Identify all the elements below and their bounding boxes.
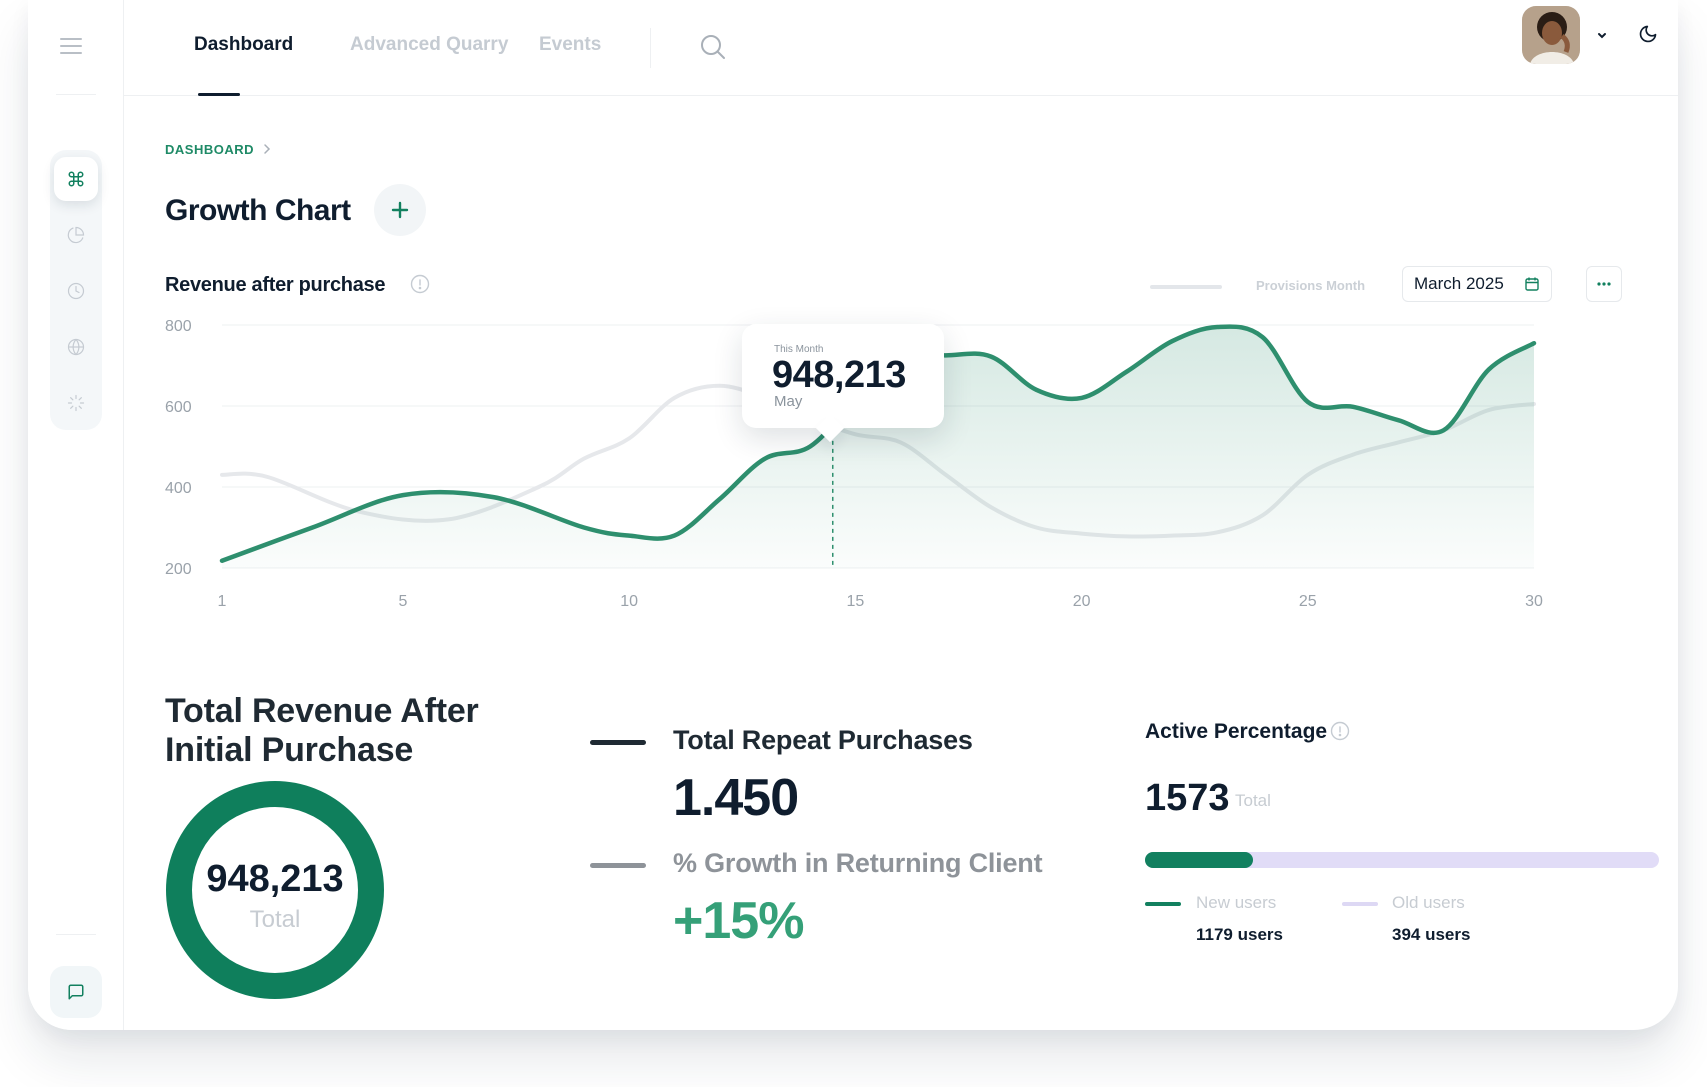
chevron-down-icon[interactable]: [1596, 28, 1608, 40]
series-area-fill: [222, 326, 1534, 568]
info-icon[interactable]: [410, 274, 430, 294]
y-tick-label: 600: [165, 399, 192, 416]
active-tab-indicator: [198, 93, 240, 96]
avatar[interactable]: [1522, 6, 1580, 64]
loader-icon[interactable]: [54, 381, 98, 425]
revenue-value: 948,213: [206, 858, 344, 900]
x-tick-label: 25: [1299, 593, 1317, 610]
growth-value: +15%: [673, 892, 804, 950]
more-options-button[interactable]: [1586, 266, 1622, 302]
app-window: Dashboard Advanced Quarry Events: [28, 0, 1678, 1030]
sidebar: [28, 0, 124, 1030]
nav-divider: [650, 28, 651, 68]
top-bar: Dashboard Advanced Quarry Events: [124, 0, 1678, 96]
x-tick-label: 30: [1525, 593, 1543, 610]
legend-label: Provisions Month: [1256, 278, 1366, 293]
globe-icon[interactable]: [54, 325, 98, 369]
repeat-value: 1.450: [673, 769, 799, 827]
pie-chart-icon[interactable]: [54, 213, 98, 257]
calendar-icon: [1525, 277, 1539, 291]
tab-dashboard[interactable]: Dashboard: [194, 34, 294, 55]
active-progress-bar: [1145, 852, 1659, 868]
more-horizontal-icon: [1597, 282, 1611, 286]
active-title: Active Percentage: [1145, 720, 1328, 743]
new-users-value: 1179 users: [1196, 925, 1283, 944]
sidebar-divider: [56, 934, 96, 935]
series-line-revenue: [219, 324, 1537, 563]
chart-tooltip: This Month 948,213 May: [742, 324, 944, 443]
old-users-label: Old users: [1392, 893, 1465, 912]
active-progress-fill: [1145, 852, 1253, 868]
x-tick-label: 20: [1073, 593, 1091, 610]
new-users-legend-line: [1145, 902, 1181, 906]
tooltip-sub: May: [774, 393, 803, 410]
revenue-title: Total Revenue After Initial Purchase: [165, 692, 479, 769]
tooltip-value: 948,213: [772, 354, 906, 396]
month-picker[interactable]: March 2025: [1402, 266, 1552, 302]
month-picker-value: March 2025: [1414, 274, 1504, 293]
search-icon[interactable]: [698, 32, 728, 62]
moon-icon[interactable]: [1638, 24, 1658, 44]
tab-events[interactable]: Events: [539, 34, 602, 55]
command-icon[interactable]: [54, 157, 98, 201]
active-total: 1573: [1145, 777, 1230, 819]
page-title: Growth Chart: [165, 194, 351, 227]
y-tick-label: 800: [165, 318, 192, 335]
growth-legend-line: [590, 863, 646, 868]
breadcrumb[interactable]: DASHBOARD: [165, 142, 254, 157]
hamburger-menu-icon[interactable]: [60, 38, 82, 56]
chevron-right-icon: [262, 142, 272, 154]
repeat-label: Total Repeat Purchases: [673, 725, 973, 755]
x-tick-label: 1: [218, 593, 227, 610]
old-users-legend-line: [1342, 902, 1378, 906]
x-tick-label: 10: [620, 593, 638, 610]
info-icon[interactable]: [1330, 721, 1350, 741]
legend-line: [1150, 285, 1222, 289]
tab-advanced-quarry[interactable]: Advanced Quarry: [350, 34, 509, 55]
old-users-value: 394 users: [1392, 925, 1471, 944]
add-button[interactable]: [374, 184, 426, 236]
repeat-legend-line: [590, 740, 646, 745]
chat-icon[interactable]: [50, 966, 102, 1018]
x-tick-label: 15: [846, 593, 864, 610]
sidebar-divider: [56, 94, 96, 95]
revenue-donut-ring: [166, 781, 384, 999]
x-tick-label: 5: [399, 593, 408, 610]
active-total-label: Total: [1235, 791, 1271, 810]
clock-icon[interactable]: [54, 269, 98, 313]
new-users-label: New users: [1196, 893, 1277, 912]
y-tick-label: 200: [165, 561, 192, 578]
y-tick-label: 400: [165, 480, 192, 497]
chart-section-title: Revenue after purchase: [165, 274, 386, 296]
growth-label: % Growth in Returning Client: [673, 848, 1043, 878]
revenue-sub: Total: [249, 906, 301, 933]
tooltip-label: This Month: [774, 344, 824, 355]
